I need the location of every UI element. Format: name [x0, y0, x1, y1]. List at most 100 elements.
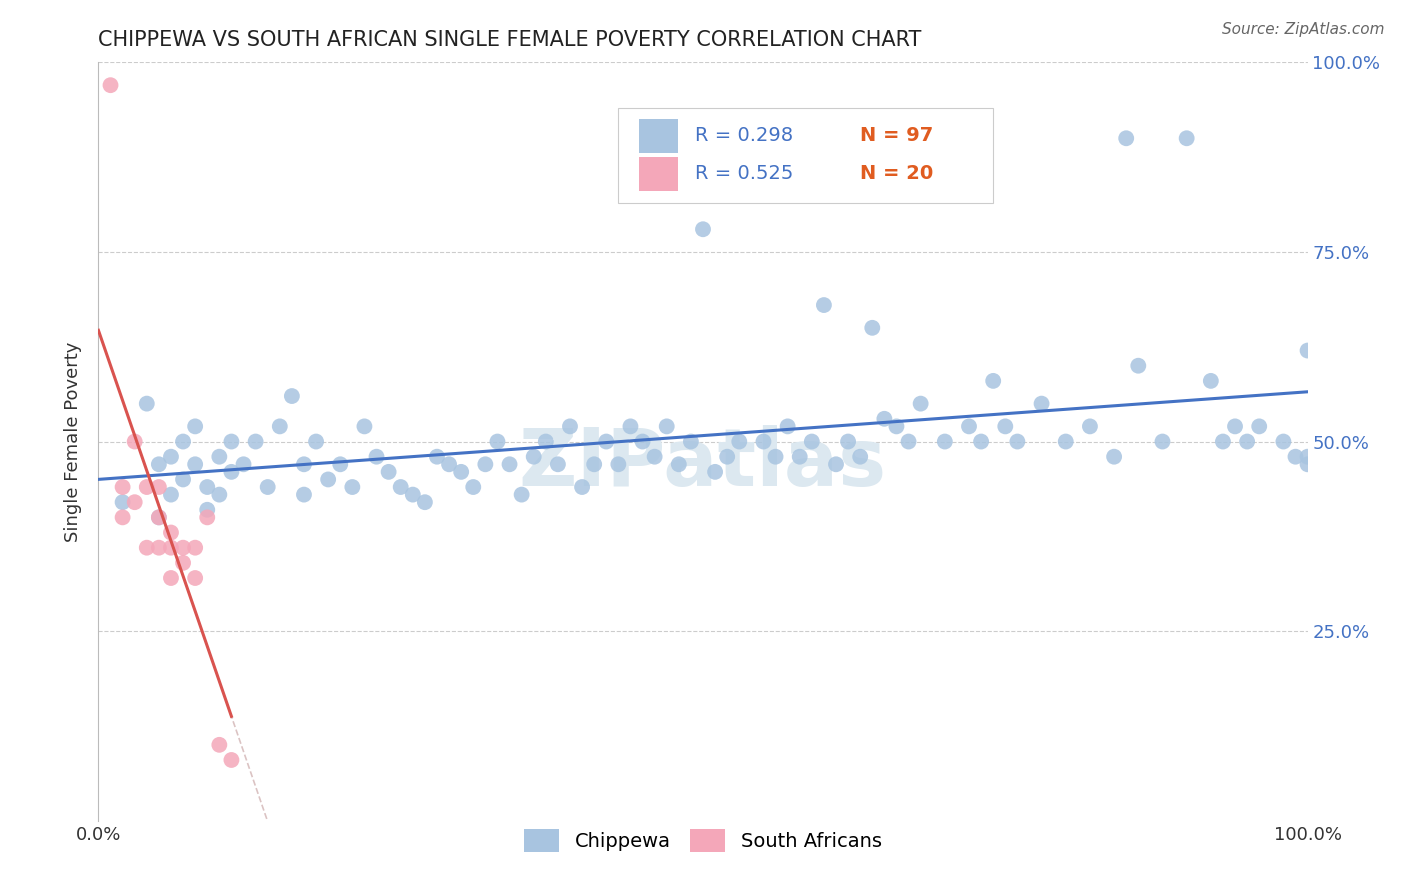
Point — [389, 480, 412, 494]
Point — [160, 487, 183, 501]
Point — [728, 434, 751, 449]
Point — [135, 396, 157, 410]
Point — [789, 450, 811, 464]
Point — [1128, 359, 1150, 373]
Point — [135, 480, 157, 494]
Point — [825, 458, 848, 472]
Point — [619, 419, 641, 434]
Point — [849, 450, 872, 464]
Point — [1115, 131, 1137, 145]
Point — [184, 541, 207, 555]
Point — [1284, 450, 1306, 464]
Text: N = 20: N = 20 — [860, 164, 934, 184]
Point — [172, 434, 194, 449]
Point — [148, 510, 170, 524]
Point — [655, 419, 678, 434]
Point — [957, 419, 980, 434]
Point — [172, 556, 194, 570]
Point — [148, 480, 170, 494]
Point — [765, 450, 787, 464]
Point — [704, 465, 727, 479]
Point — [752, 434, 775, 449]
Point — [813, 298, 835, 312]
Point — [595, 434, 617, 449]
Point — [195, 503, 218, 517]
Point — [160, 450, 183, 464]
FancyBboxPatch shape — [638, 119, 678, 153]
Point — [873, 412, 896, 426]
Point — [221, 465, 243, 479]
Point — [886, 419, 908, 434]
FancyBboxPatch shape — [619, 108, 993, 202]
Point — [437, 458, 460, 472]
Point — [897, 434, 920, 449]
Point — [305, 434, 328, 449]
Point — [1223, 419, 1246, 434]
Point — [195, 480, 218, 494]
Point — [221, 434, 243, 449]
Point — [981, 374, 1004, 388]
Point — [426, 450, 449, 464]
Point — [970, 434, 993, 449]
Point — [692, 222, 714, 236]
Point — [860, 320, 883, 334]
Point — [208, 450, 231, 464]
Point — [256, 480, 278, 494]
Point — [208, 738, 231, 752]
Legend: Chippewa, South Africans: Chippewa, South Africans — [516, 821, 890, 860]
Point — [232, 458, 254, 472]
Point — [1031, 396, 1053, 410]
Point — [1175, 131, 1198, 145]
Point — [934, 434, 956, 449]
Point — [583, 458, 606, 472]
Point — [668, 458, 690, 472]
Point — [571, 480, 593, 494]
Point — [776, 419, 799, 434]
Point — [184, 458, 207, 472]
Point — [413, 495, 436, 509]
Point — [1078, 419, 1101, 434]
Point — [292, 458, 315, 472]
Point — [450, 465, 472, 479]
Point — [160, 525, 183, 540]
Point — [353, 419, 375, 434]
Point — [1296, 343, 1319, 358]
Point — [1199, 374, 1222, 388]
Point — [1272, 434, 1295, 449]
Point — [1212, 434, 1234, 449]
Point — [510, 487, 533, 501]
Point — [463, 480, 485, 494]
Point — [160, 541, 183, 555]
Point — [910, 396, 932, 410]
Text: ZIPatlas: ZIPatlas — [519, 425, 887, 503]
Point — [534, 434, 557, 449]
Point — [292, 487, 315, 501]
Point — [184, 571, 207, 585]
Point — [148, 458, 170, 472]
Point — [281, 389, 304, 403]
Point — [111, 510, 134, 524]
Text: R = 0.298: R = 0.298 — [695, 127, 793, 145]
Point — [342, 480, 364, 494]
Point — [1152, 434, 1174, 449]
Point — [1249, 419, 1271, 434]
Point — [679, 434, 702, 449]
Point — [184, 419, 207, 434]
Point — [195, 510, 218, 524]
Point — [269, 419, 291, 434]
Point — [837, 434, 859, 449]
Point — [800, 434, 823, 449]
FancyBboxPatch shape — [638, 157, 678, 191]
Point — [607, 458, 630, 472]
Point — [366, 450, 388, 464]
Point — [1296, 458, 1319, 472]
Point — [172, 541, 194, 555]
Point — [111, 480, 134, 494]
Text: Source: ZipAtlas.com: Source: ZipAtlas.com — [1222, 22, 1385, 37]
Y-axis label: Single Female Poverty: Single Female Poverty — [65, 342, 83, 541]
Point — [377, 465, 399, 479]
Point — [316, 473, 339, 487]
Text: N = 97: N = 97 — [860, 127, 934, 145]
Point — [160, 571, 183, 585]
Point — [1296, 450, 1319, 464]
